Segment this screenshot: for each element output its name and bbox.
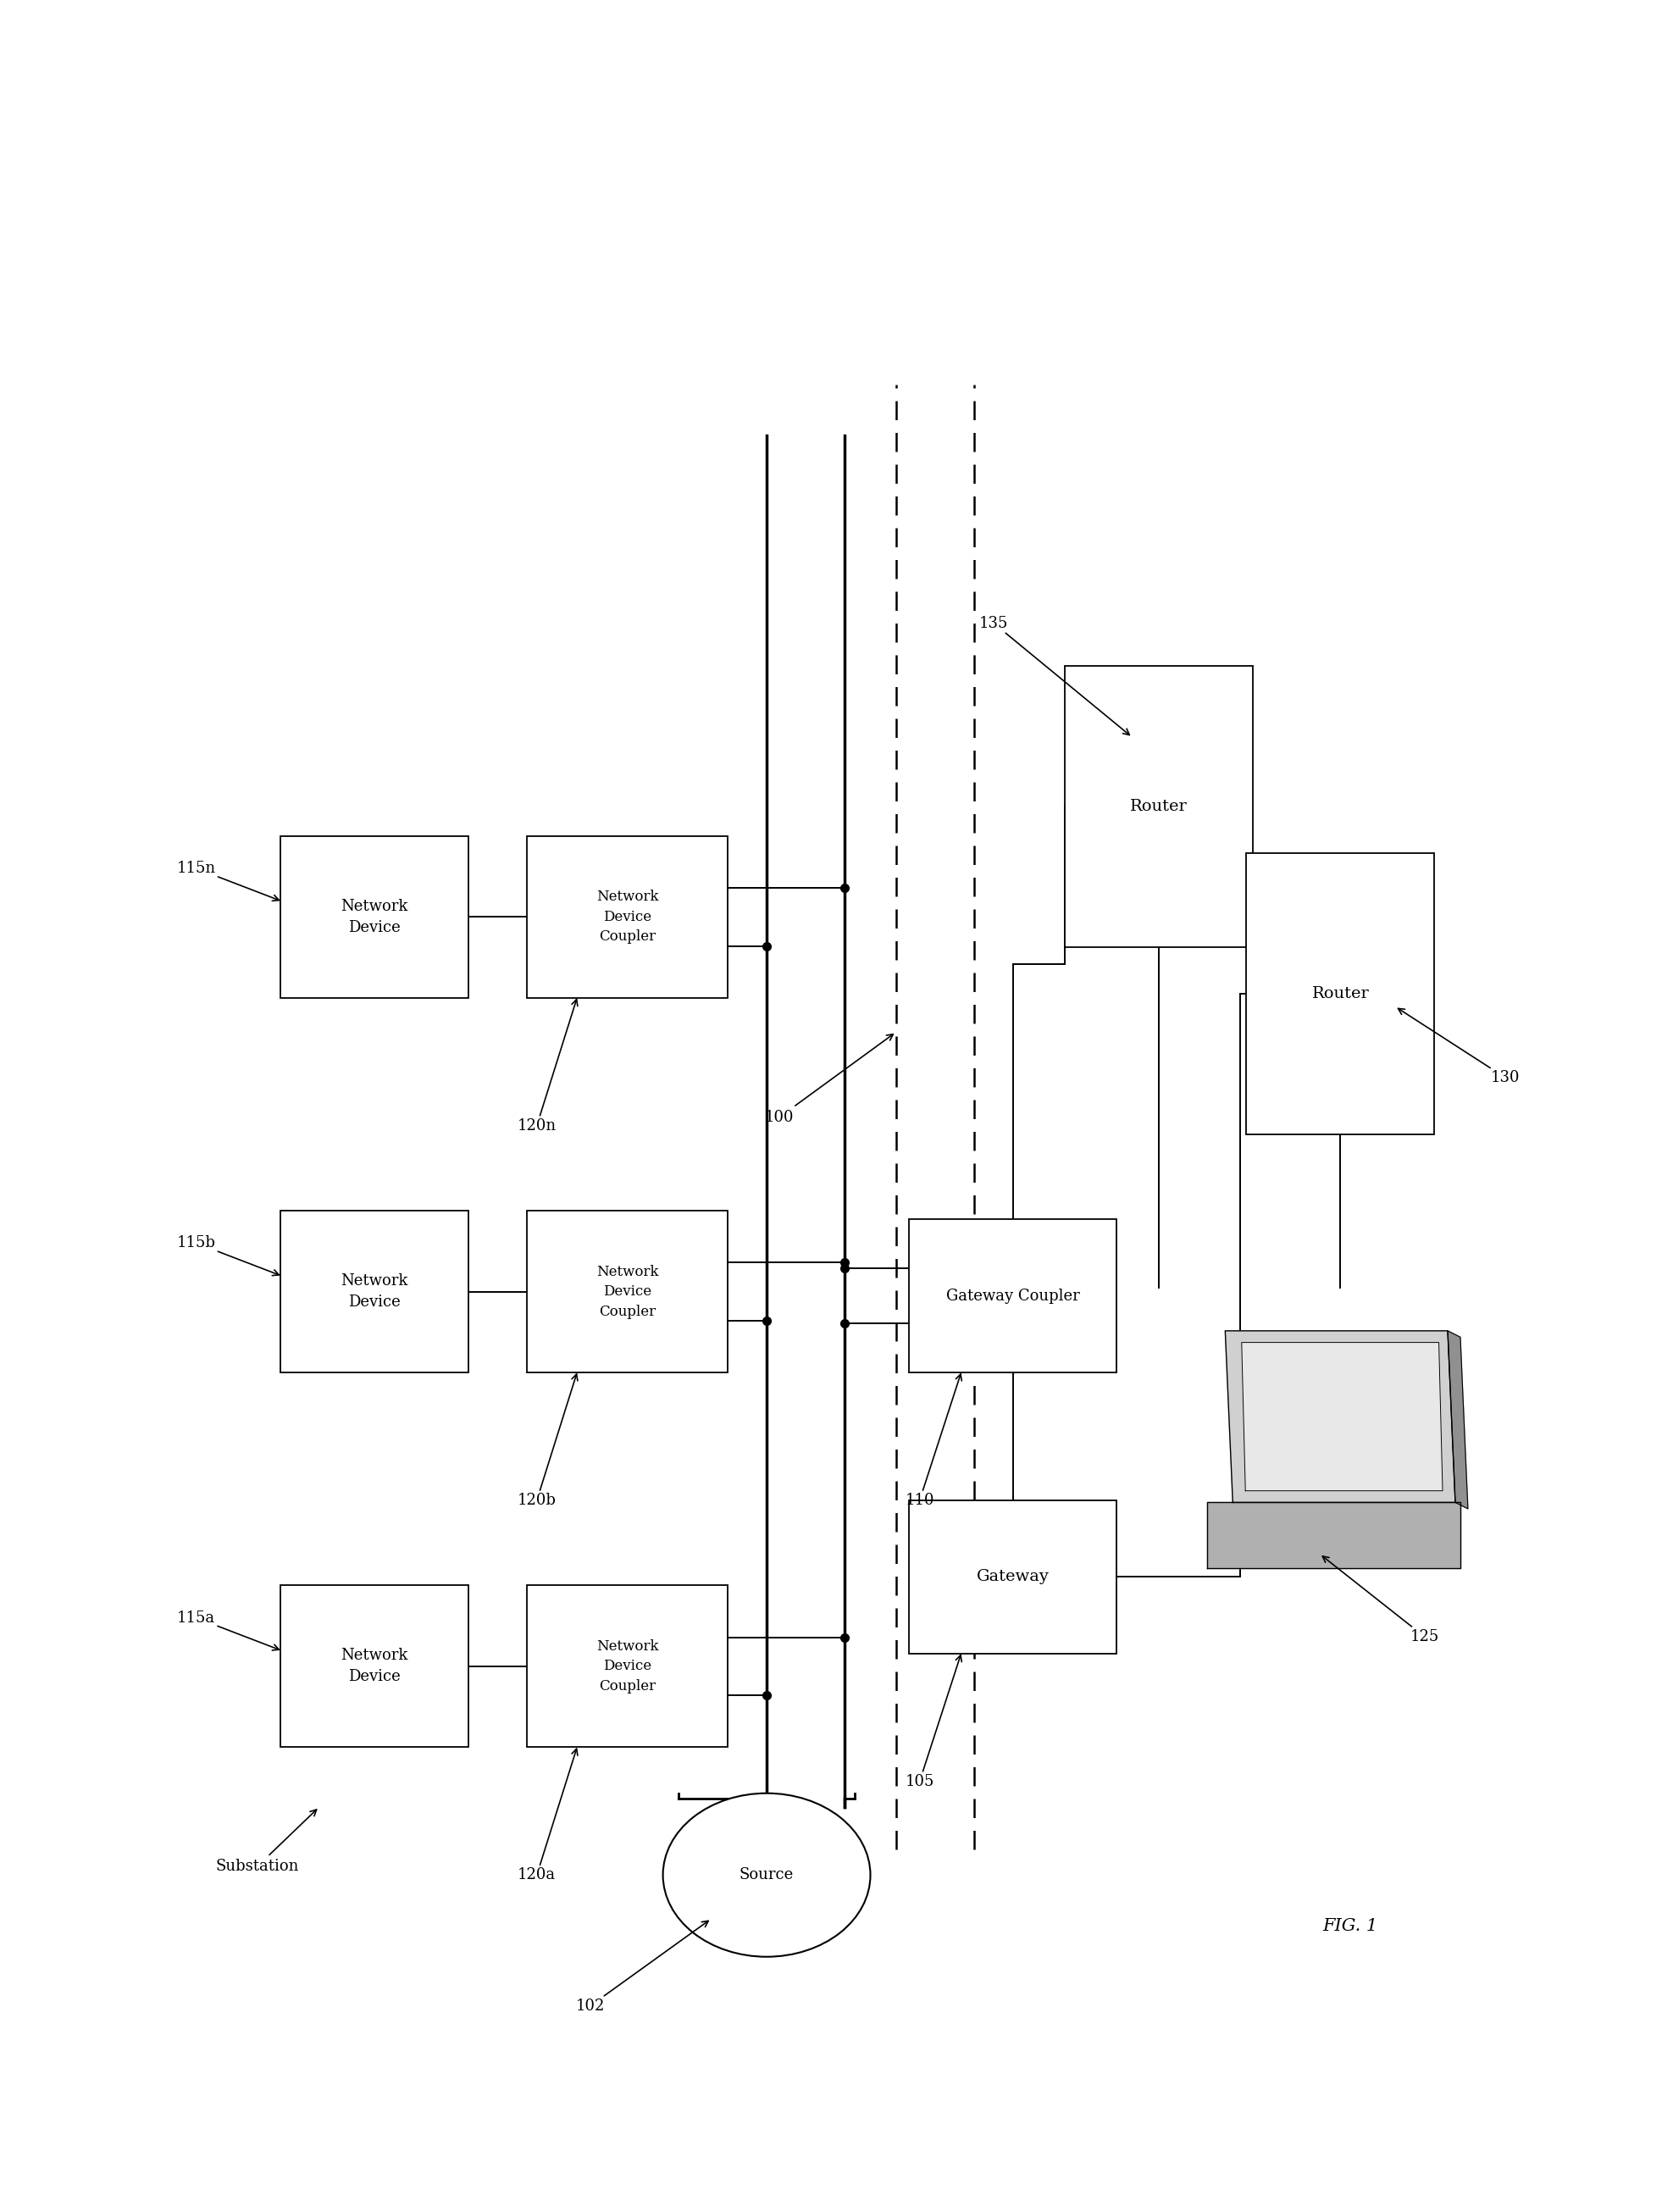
FancyBboxPatch shape [281, 1210, 468, 1371]
Polygon shape [1241, 1343, 1442, 1491]
Text: 125: 125 [1322, 1557, 1439, 1644]
FancyBboxPatch shape [910, 1219, 1118, 1371]
FancyBboxPatch shape [910, 1500, 1118, 1655]
Text: 100: 100 [765, 1035, 893, 1124]
Polygon shape [1225, 1332, 1456, 1502]
Text: 115n: 115n [177, 860, 279, 900]
Text: Network
Device: Network Device [341, 898, 408, 936]
Text: FIG. 1: FIG. 1 [1323, 1918, 1377, 1933]
Text: 130: 130 [1399, 1009, 1521, 1086]
FancyBboxPatch shape [281, 836, 468, 998]
Ellipse shape [663, 1794, 870, 1958]
Text: Network
Device
Coupler: Network Device Coupler [596, 1639, 659, 1694]
Text: 115b: 115b [177, 1237, 279, 1276]
FancyBboxPatch shape [281, 1586, 468, 1747]
Text: Network
Device: Network Device [341, 1274, 408, 1310]
Text: Network
Device
Coupler: Network Device Coupler [596, 1265, 659, 1318]
Text: Router: Router [1131, 799, 1188, 814]
Text: Gateway: Gateway [977, 1568, 1049, 1584]
Polygon shape [1208, 1502, 1461, 1568]
Text: 105: 105 [905, 1655, 962, 1790]
Text: 115a: 115a [177, 1610, 279, 1650]
Text: 135: 135 [979, 615, 1129, 734]
Text: Source: Source [739, 1867, 795, 1882]
Text: Network
Device
Coupler: Network Device Coupler [596, 889, 659, 945]
Text: 120a: 120a [517, 1750, 577, 1882]
Polygon shape [1447, 1332, 1467, 1509]
FancyBboxPatch shape [527, 1210, 728, 1371]
Text: 102: 102 [576, 1920, 708, 2013]
Text: 120b: 120b [517, 1374, 577, 1509]
Text: Network
Device: Network Device [341, 1648, 408, 1686]
Text: Gateway Coupler: Gateway Coupler [947, 1287, 1079, 1303]
Text: 120n: 120n [517, 1000, 577, 1133]
Text: 110: 110 [905, 1374, 962, 1509]
FancyBboxPatch shape [527, 1586, 728, 1747]
Text: Substation: Substation [216, 1809, 316, 1874]
FancyBboxPatch shape [1066, 666, 1253, 947]
FancyBboxPatch shape [1246, 854, 1434, 1135]
FancyBboxPatch shape [527, 836, 728, 998]
Text: Router: Router [1312, 987, 1369, 1002]
